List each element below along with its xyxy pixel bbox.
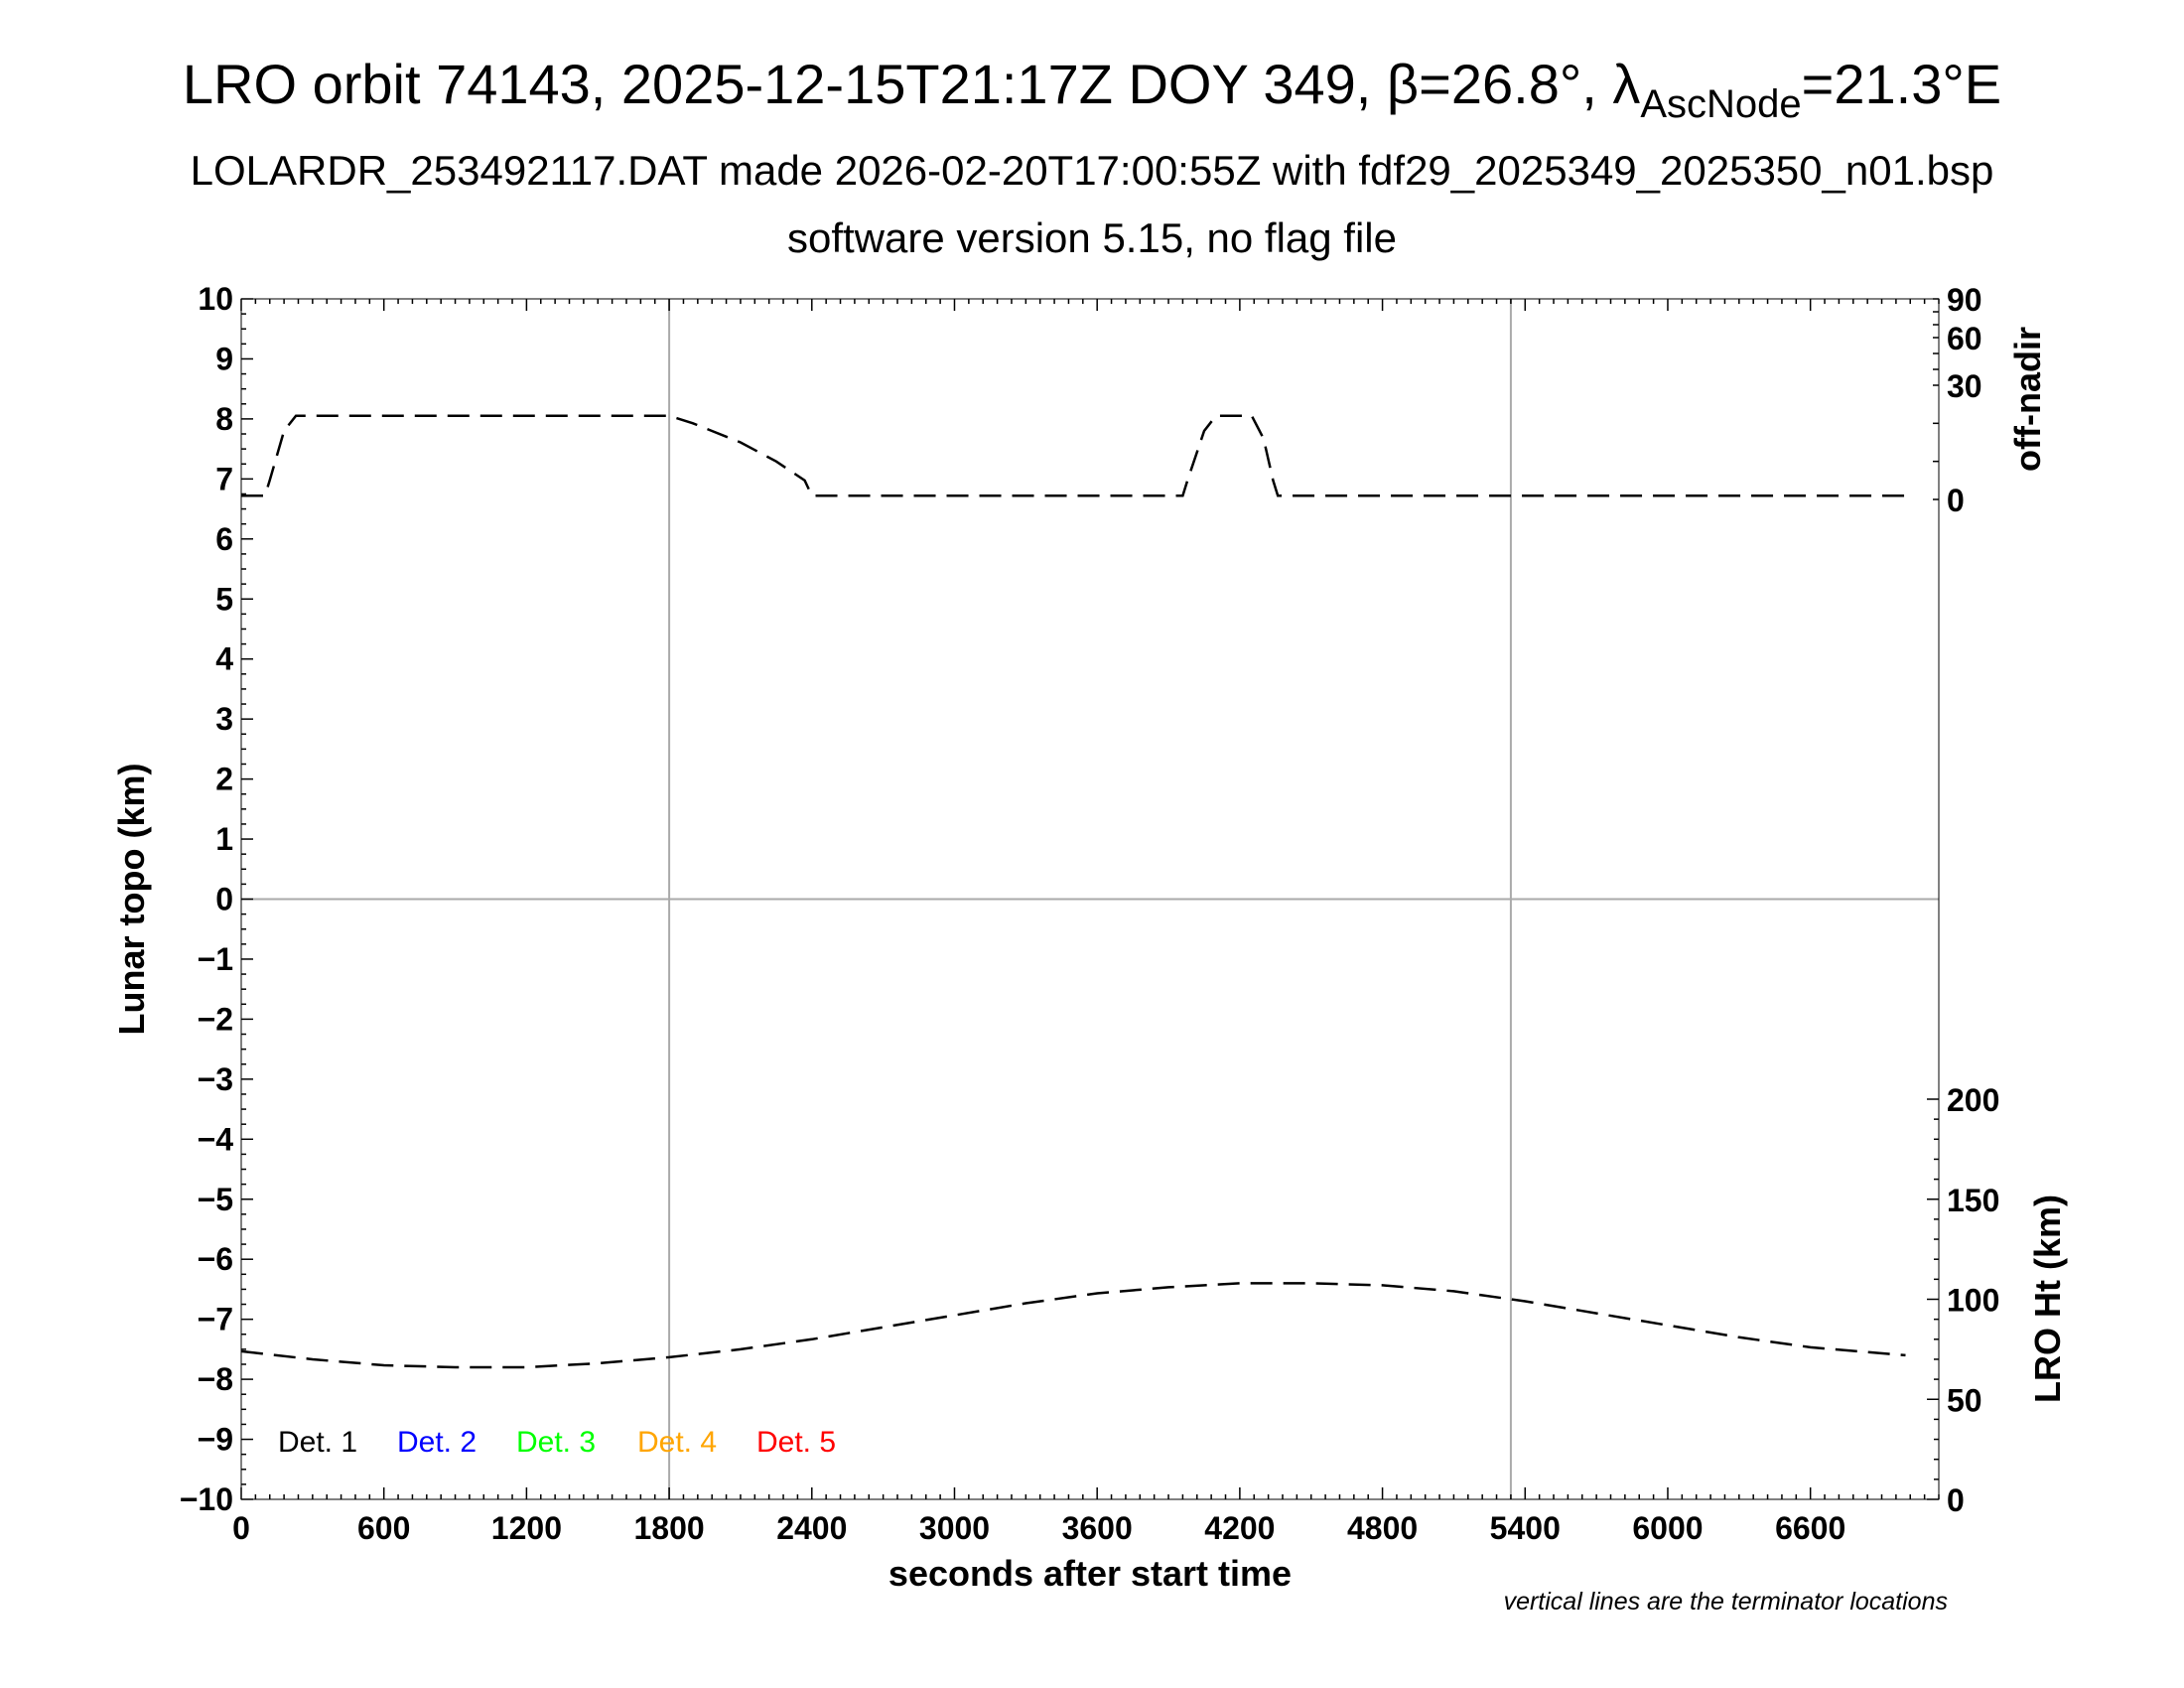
y-tick-label: −1: [198, 941, 233, 977]
y-tick-label: 7: [215, 461, 233, 496]
legend-entry: Det. 3: [516, 1426, 596, 1459]
y-tick-label: −2: [198, 1001, 233, 1037]
y-tick-label: −5: [198, 1182, 233, 1217]
legend: Det. 1 Det. 2 Det. 3 Det. 4 Det. 5: [278, 1426, 836, 1459]
y-tick-label: 1: [215, 821, 233, 857]
lro-ht-tick-label: 150: [1947, 1183, 1999, 1218]
y-tick-label: −7: [198, 1302, 233, 1337]
off-nadir-axis-label: off-nadir: [2007, 327, 2048, 472]
chart-subtitle-file: LOLARDR_253492117.DAT made 2026-02-20T17…: [190, 147, 1994, 194]
legend-entry: Det. 4: [637, 1426, 717, 1459]
chart-title: LRO orbit 74143, 2025-12-15T21:17Z DOY 3…: [182, 53, 2002, 126]
x-tick-label: 3000: [919, 1510, 990, 1546]
y-axis-label: Lunar topo (km): [111, 764, 152, 1036]
off-nadir-line: [241, 414, 1906, 497]
y-tick-label: 10: [198, 281, 233, 317]
lro-ht-tick-label: 100: [1947, 1283, 1999, 1319]
y-tick-label: 9: [215, 341, 233, 376]
y-tick-label: 6: [215, 521, 233, 557]
tick-labels: 0 600 1200 1800 2400 3000 3600 4200 4800 5400 6000…: [180, 281, 2000, 1546]
off-nadir-tick-label: 30: [1947, 368, 1982, 404]
y-tick-label: 3: [215, 701, 233, 737]
legend-entry: Det. 5: [756, 1426, 836, 1459]
off-nadir-tick-label: 60: [1947, 321, 1982, 356]
x-tick-label: 2400: [776, 1510, 847, 1546]
y-tick-label: 2: [215, 762, 233, 797]
y-tick-label: −6: [198, 1241, 233, 1277]
x-tick-label: 5400: [1490, 1510, 1561, 1546]
x-tick-label: 1800: [633, 1510, 704, 1546]
y-tick-label: −3: [198, 1061, 233, 1097]
y-tick-label: −4: [198, 1121, 234, 1157]
x-axis-label: seconds after start time: [888, 1553, 1292, 1594]
lro-height-line: [240, 1282, 1906, 1369]
y-tick-label: −9: [198, 1422, 233, 1458]
y-tick-label: 0: [215, 882, 233, 917]
off-nadir-tick-label: 0: [1947, 483, 1965, 518]
x-tick-label: 6000: [1632, 1510, 1703, 1546]
lro-ht-tick-label: 0: [1947, 1482, 1965, 1518]
x-tick-label: 4800: [1347, 1510, 1418, 1546]
grid-lines: [241, 299, 1939, 1499]
x-tick-label: 6600: [1775, 1510, 1845, 1546]
y-tick-label: −10: [180, 1481, 233, 1517]
y-tick-label: 5: [215, 581, 233, 617]
off-nadir-tick-label: 90: [1947, 282, 1982, 318]
lro-ht-axis-label: LRO Ht (km): [2027, 1195, 2068, 1403]
legend-entry: Det. 2: [397, 1426, 477, 1459]
x-tick-label: 1200: [491, 1510, 562, 1546]
chart-subtitle-version: software version 5.15, no flag file: [786, 214, 1397, 261]
series-lines: [240, 414, 1906, 1369]
minor-ticks: [240, 298, 1940, 1500]
terminator-note: vertical lines are the terminator locati…: [1504, 1588, 1948, 1616]
y-tick-label: −8: [198, 1361, 233, 1397]
legend-entry: Det. 1: [278, 1426, 357, 1459]
x-tick-label: 600: [357, 1510, 410, 1546]
lro-ht-tick-label: 50: [1947, 1382, 1982, 1418]
x-tick-label: 3600: [1062, 1510, 1133, 1546]
x-tick-label: 4200: [1204, 1510, 1275, 1546]
x-tick-label: 0: [232, 1510, 250, 1546]
y-tick-label: 8: [215, 401, 233, 437]
lro-ht-tick-label: 200: [1947, 1082, 1999, 1118]
y-tick-label: 4: [215, 641, 233, 677]
